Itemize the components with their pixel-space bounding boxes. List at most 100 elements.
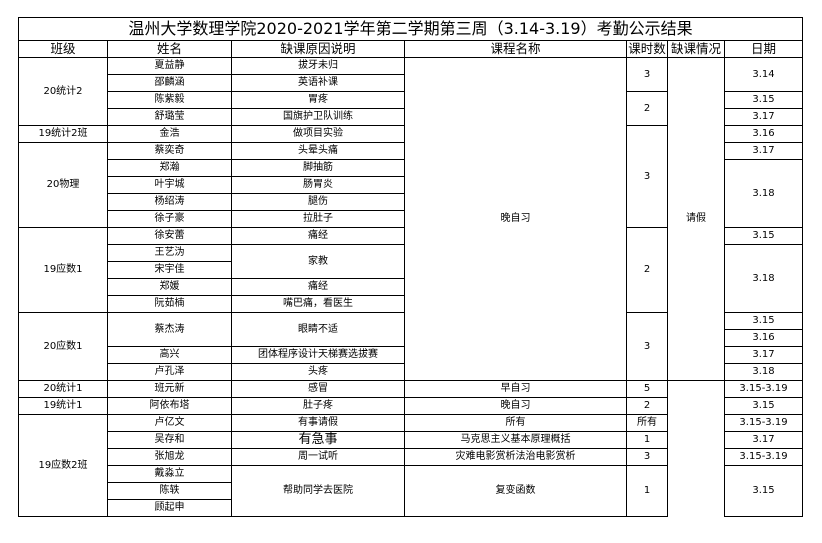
name-cell: 杨绍涛 — [107, 193, 232, 211]
header-date: 日期 — [724, 40, 803, 58]
class-cell: 19统计1 — [18, 397, 108, 415]
table-row: 20应数1 蔡杰涛 眼睛不适 3 3.15 — [18, 312, 803, 381]
header-reason: 缺课原因说明 — [231, 40, 405, 58]
name-cell: 阿依布塔 — [107, 397, 232, 415]
reason-cell: 痛经 — [231, 227, 405, 245]
name-cell: 蔡杰涛 — [107, 312, 232, 347]
table-row: 20统计1 班元新 感冒 早自习 5 3.15-3.19 — [18, 380, 803, 517]
name-cell: 顾起申 — [107, 499, 232, 517]
header-hours: 课时数 — [626, 40, 668, 58]
table-row: 19应数1 徐安蕾 痛经 2 3.15 — [18, 227, 803, 313]
name-cell: 卢亿文 — [107, 414, 232, 432]
hours-cell: 2 — [626, 91, 668, 126]
hours-cell: 5 — [626, 380, 668, 398]
date-cell: 3.15-3.19 — [724, 380, 803, 398]
class-cell: 20统计2 — [18, 57, 108, 126]
table-row: 邵麟涵 英语补课 — [19, 74, 803, 92]
class-cell: 19应数1 — [18, 227, 108, 313]
table-row: 19统计1 阿依布塔 肚子疼 晚自习 2 3.15 — [18, 397, 803, 415]
table-row: 徐子豪 拉肚子 — [19, 210, 803, 228]
date-cell: 3.15 — [724, 397, 803, 415]
reason-cell: 嘴巴痛，看医生 — [231, 295, 405, 313]
hours-cell: 3 — [626, 125, 668, 228]
hours-cell: 2 — [626, 397, 668, 415]
date-cell: 3.16 — [724, 125, 803, 143]
class-cell: 20应数1 — [18, 312, 108, 381]
hours-cell: 所有 — [626, 414, 668, 432]
date-cell: 3.16 — [724, 329, 803, 347]
course-cell: 复变函数 — [404, 465, 627, 517]
name-cell: 叶宇城 — [107, 176, 232, 194]
name-cell: 班元新 — [107, 380, 232, 398]
hours-cell: 1 — [626, 465, 668, 517]
name-cell: 陈轶 — [107, 482, 232, 500]
name-cell: 舒璐莹 — [107, 108, 232, 126]
table-row: 20物理 蔡奕奇 头晕头痛 3.17 — [18, 142, 803, 228]
date-cell: 3.15 — [724, 227, 803, 245]
date-cell: 3.18 — [724, 159, 803, 228]
hours-cell: 3 — [626, 448, 668, 466]
name-cell: 高兴 — [107, 346, 232, 364]
attendance-table: 温州大学数理学院2020-2021学年第二学期第三周（3.14-3.19）考勤公… — [18, 17, 803, 517]
course-cell: 晚自习 — [404, 397, 627, 415]
name-cell: 张旭龙 — [107, 448, 232, 466]
course-cell: 马克思主义基本原理概括 — [404, 431, 627, 449]
table-row: 高兴 团体程序设计天梯赛选拔赛 3.17 — [19, 346, 803, 364]
table-row: 陈紫毅 胃疼 2 3.15 — [19, 91, 803, 126]
reason-cell: 做项目实验 — [231, 125, 405, 143]
table-row: 阮茹楠 嘴巴痛，看医生 — [19, 295, 803, 313]
table-row: 顾起申 — [19, 499, 803, 517]
reason-cell: 帮助同学去医院 — [231, 465, 405, 517]
reason-cell: 眼睛不适 — [231, 312, 405, 347]
class-cell: 20统计1 — [18, 380, 108, 398]
table-row: 叶宇城 肠胃炎 — [19, 176, 803, 194]
class-cell: 19应数2班 — [18, 414, 108, 517]
header-row: 班级 姓名 缺课原因说明 课程名称 课时数 缺课情况 日期 — [18, 40, 803, 58]
reason-cell: 头晕头痛 — [231, 142, 405, 160]
hours-cell: 3 — [626, 57, 668, 92]
reason-cell: 胃疼 — [231, 91, 405, 109]
reason-cell: 家教 — [231, 244, 405, 279]
reason-cell: 有事请假 — [231, 414, 405, 432]
date-cell: 3.18 — [724, 244, 803, 313]
reason-cell: 头疼 — [231, 363, 405, 381]
table-title: 温州大学数理学院2020-2021学年第二学期第三周（3.14-3.19）考勤公… — [18, 17, 803, 41]
class-cell: 20物理 — [18, 142, 108, 228]
course-cell: 灾难电影赏析法治电影赏析 — [404, 448, 627, 466]
name-cell: 邵麟涵 — [107, 74, 232, 92]
reason-cell: 肚子疼 — [231, 397, 405, 415]
date-cell: 3.15-3.19 — [724, 414, 803, 432]
date-cell: 3.17 — [724, 431, 803, 449]
name-cell: 戴淼立 — [107, 465, 232, 483]
course-cell: 晚自习 — [404, 57, 627, 381]
hours-cell: 1 — [626, 431, 668, 449]
name-cell: 郑媛 — [107, 278, 232, 296]
name-cell: 金浩 — [107, 125, 232, 143]
date-cell: 3.15 — [724, 312, 803, 330]
status-cell: 请假 — [667, 57, 725, 381]
reason-cell: 团体程序设计天梯赛选拔赛 — [231, 346, 405, 364]
date-cell: 3.17 — [724, 108, 803, 126]
reason-cell: 拔牙未归 — [231, 57, 405, 75]
course-cell: 早自习 — [404, 380, 627, 398]
reason-cell: 英语补课 — [231, 74, 405, 92]
reason-cell: 国旗护卫队训练 — [231, 108, 405, 126]
reason-cell: 拉肚子 — [231, 210, 405, 228]
name-cell: 蔡奕奇 — [107, 142, 232, 160]
reason-cell: 周一试听 — [231, 448, 405, 466]
hours-cell: 2 — [626, 227, 668, 313]
date-cell: 3.14 — [724, 57, 803, 92]
class-cell: 19统计2班 — [18, 125, 108, 143]
reason-cell: 有急事 — [231, 431, 405, 449]
hours-cell: 3 — [626, 312, 668, 381]
reason-cell: 脚抽筋 — [231, 159, 405, 177]
name-cell: 徐安蕾 — [107, 227, 232, 245]
table-row: 戴淼立 帮助同学去医院 复变函数 1 3.15 — [19, 465, 803, 517]
header-name: 姓名 — [107, 40, 232, 58]
status-cell-empty — [667, 380, 725, 517]
name-cell: 陈紫毅 — [107, 91, 232, 109]
name-cell: 宋宇佳 — [107, 261, 232, 279]
header-course: 课程名称 — [404, 40, 627, 58]
date-cell: 3.18 — [724, 363, 803, 381]
header-class: 班级 — [18, 40, 108, 58]
